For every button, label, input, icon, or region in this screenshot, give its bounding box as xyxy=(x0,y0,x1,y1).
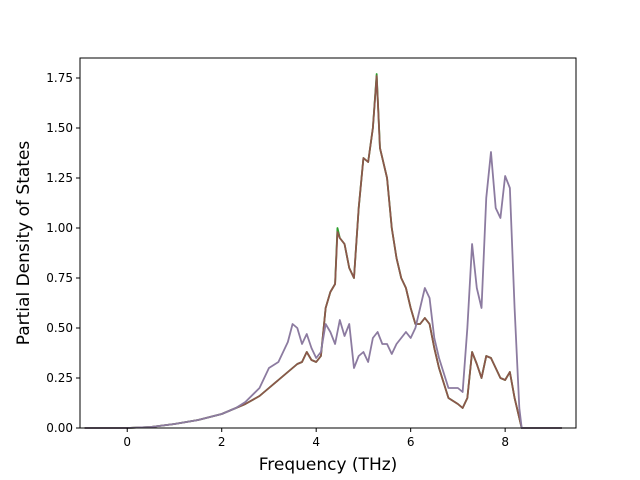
y-tick-label: 1.25 xyxy=(46,171,73,185)
y-tick-label: 0.25 xyxy=(46,371,73,385)
series-lines xyxy=(84,73,562,429)
series-line-3 xyxy=(84,151,562,429)
x-tick-label: 6 xyxy=(407,435,415,449)
y-axis-label: Partial Density of States xyxy=(14,141,34,346)
y-tick-label: 0.00 xyxy=(46,421,73,435)
y-tick-label: 0.50 xyxy=(46,321,73,335)
y-tick-label: 1.50 xyxy=(46,121,73,135)
y-tick-label: 1.00 xyxy=(46,221,73,235)
x-tick-label: 4 xyxy=(312,435,320,449)
y-tick-label: 0.75 xyxy=(46,271,73,285)
x-axis-label: Frequency (THz) xyxy=(259,455,398,475)
axis-ticks: 0 2 4 6 8 0.00 0.25 0.50 0.75 1.00 1.25 1.50 1.75 xyxy=(46,71,509,449)
x-tick-label: 8 xyxy=(501,435,509,449)
x-tick-label: 2 xyxy=(218,435,226,449)
series-line-2 xyxy=(84,75,562,429)
y-tick-label: 1.75 xyxy=(46,71,73,85)
plot-frame xyxy=(79,57,577,429)
x-tick-label: 0 xyxy=(123,435,131,449)
